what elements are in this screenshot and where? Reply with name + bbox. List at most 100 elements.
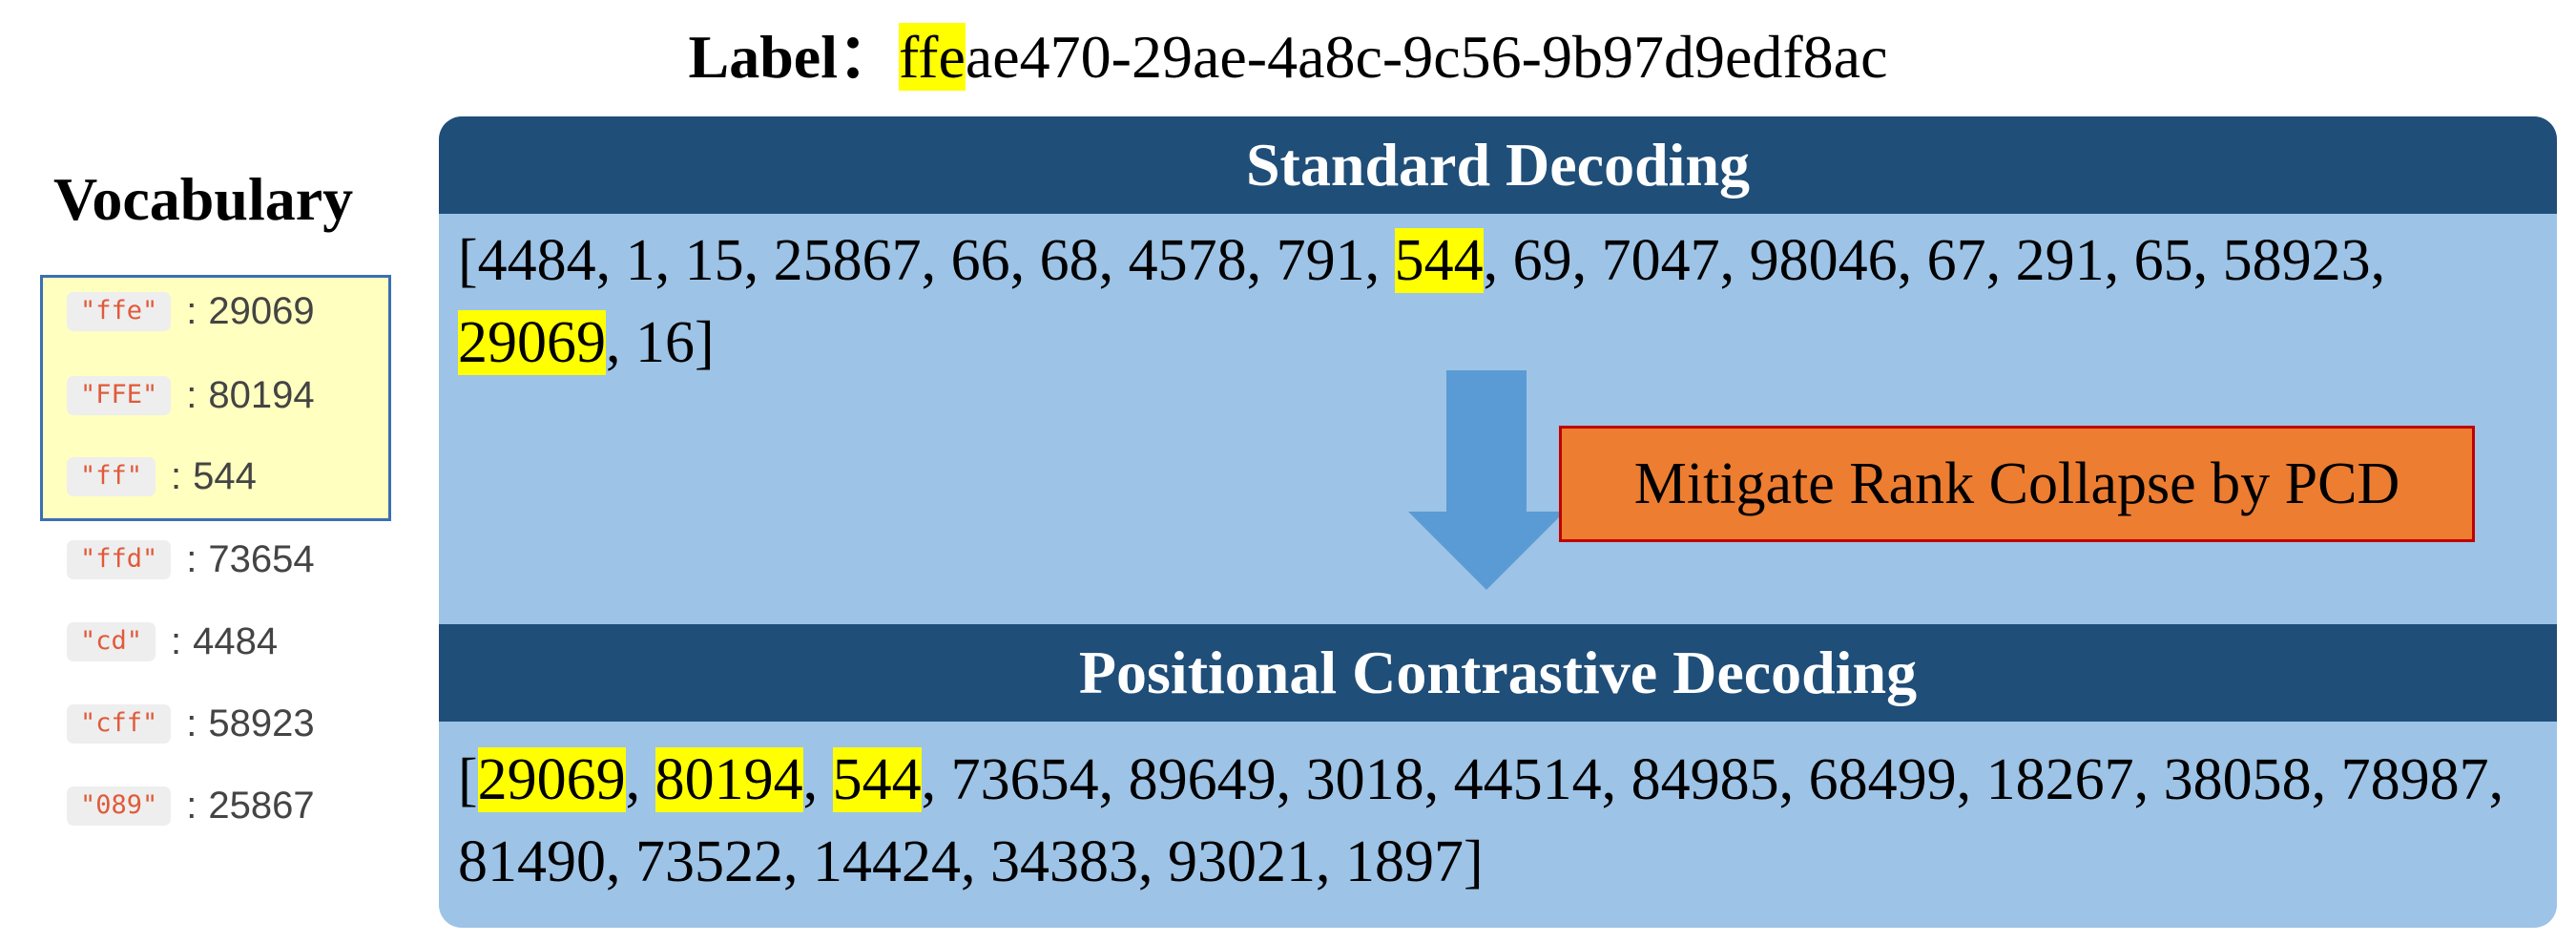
token-punctuation: ] <box>1464 829 1484 894</box>
token: 1 <box>625 228 655 293</box>
token: 69 <box>1512 228 1572 293</box>
token: 66 <box>950 228 1010 293</box>
token-punctuation: , <box>1985 228 2016 293</box>
token-punctuation: , <box>802 747 833 812</box>
token: 68 <box>1039 228 1099 293</box>
token-punctuation: , <box>1009 228 1040 293</box>
vocab-separator: : <box>171 454 182 497</box>
pcd-header: Positional Contrastive Decoding <box>439 624 2557 722</box>
token-punctuation: , <box>1719 228 1750 293</box>
vocab-value: 29069 <box>208 289 315 332</box>
vocab-key: "cff" <box>67 703 172 744</box>
token: 791 <box>1276 228 1365 293</box>
token-punctuation: , <box>1423 747 1454 812</box>
vocab-entry: "ffe":29069 <box>67 287 315 335</box>
vocab-value: 80194 <box>208 373 315 416</box>
token-punctuation: , <box>2133 747 2164 812</box>
token-punctuation: [ <box>458 747 478 812</box>
vocab-key: "ffd" <box>67 539 172 579</box>
highlighted-token: 29069 <box>477 747 626 812</box>
vocab-separator: : <box>186 537 197 580</box>
token-punctuation: , <box>1276 747 1306 812</box>
vocab-value: 58923 <box>208 702 315 744</box>
vocab-entry: "ff":544 <box>67 452 257 500</box>
token-punctuation: , <box>2192 228 2223 293</box>
token-punctuation: , <box>783 829 813 894</box>
token: 44514 <box>1453 747 1602 812</box>
decoding-panel: Standard Decoding [4484, 1, 15, 25867, 6… <box>439 116 2557 928</box>
token: 25867 <box>773 228 922 293</box>
vocab-separator: : <box>186 289 197 332</box>
vocab-separator: : <box>171 619 182 662</box>
token: 67 <box>1926 228 1986 293</box>
token-punctuation: , <box>1138 829 1168 894</box>
token-punctuation: , <box>1897 228 1927 293</box>
standard-token-sequence: [4484, 1, 15, 25867, 66, 68, 4578, 791, … <box>458 220 2538 384</box>
token: 15 <box>684 228 744 293</box>
vocab-key: "ff" <box>67 456 156 496</box>
highlighted-token: 544 <box>1394 228 1484 293</box>
token: 89649 <box>1128 747 1277 812</box>
token-punctuation: , <box>2370 228 2386 293</box>
vocab-separator: : <box>186 373 197 416</box>
token-punctuation: , <box>743 228 774 293</box>
token: 68499 <box>1808 747 1957 812</box>
pcd-token-sequence: [29069, 80194, 544, 73654, 89649, 3018, … <box>458 739 2538 903</box>
vocab-entry: "cff":58923 <box>67 700 315 747</box>
token-punctuation: , <box>625 747 655 812</box>
vocab-entry: "FFE":80194 <box>67 371 315 419</box>
token: 7047 <box>1601 228 1720 293</box>
label-value-rest: ae470-29ae-4a8c-9c56-9b97d9edf8ac <box>965 23 1888 91</box>
highlighted-token: 29069 <box>458 310 606 375</box>
token-punctuation: ] <box>695 310 715 375</box>
token: 93021 <box>1168 829 1316 894</box>
vocab-value: 4484 <box>193 619 279 662</box>
vocab-separator: : <box>186 702 197 744</box>
token-punctuation: [ <box>458 228 478 293</box>
token-punctuation: , <box>1246 228 1277 293</box>
token-punctuation: , <box>1778 747 1809 812</box>
token: 4578 <box>1128 228 1247 293</box>
vocab-value: 25867 <box>208 784 315 827</box>
token-punctuation: , <box>961 829 990 894</box>
highlighted-token: 80194 <box>654 747 803 812</box>
token-punctuation: , <box>1316 829 1345 894</box>
vocab-value: 544 <box>193 454 257 497</box>
token: 58923 <box>2222 228 2371 293</box>
token: 98046 <box>1749 228 1898 293</box>
token-punctuation: , <box>606 829 635 894</box>
highlighted-token: 544 <box>832 747 922 812</box>
token: 78987 <box>2340 747 2489 812</box>
vocab-entry: "ffd":73654 <box>67 535 315 583</box>
token: 14424 <box>813 829 961 894</box>
vocab-key: "089" <box>67 786 172 826</box>
token-punctuation: , <box>1571 228 1602 293</box>
token-punctuation: , <box>1956 747 1986 812</box>
token: 16 <box>635 310 695 375</box>
token-punctuation: , <box>606 310 635 375</box>
token-punctuation: , <box>1601 747 1631 812</box>
label-value-highlight: ffe <box>898 23 966 91</box>
token-punctuation: , <box>921 747 951 812</box>
token: 3018 <box>1305 747 1424 812</box>
token: 84985 <box>1631 747 1779 812</box>
vocab-key: "ffe" <box>67 291 172 331</box>
token-punctuation: , <box>1483 228 1513 293</box>
vocab-entry: "089":25867 <box>67 782 315 829</box>
vocab-entry: "cd":4484 <box>67 618 278 665</box>
vocabulary-title: Vocabulary <box>53 165 354 233</box>
label-line: Label：ffeae470-29ae-4a8c-9c56-9b97d9edf8… <box>0 8 2576 95</box>
token: 291 <box>2015 228 2105 293</box>
vocab-key: "cd" <box>67 621 156 661</box>
token: 18267 <box>1985 747 2134 812</box>
vocab-value: 73654 <box>208 537 315 580</box>
token: 81490 <box>458 829 606 894</box>
vocab-key: "FFE" <box>67 375 172 415</box>
token: 73522 <box>635 829 783 894</box>
token-punctuation: , <box>1098 747 1129 812</box>
token: 65 <box>2133 228 2193 293</box>
token-punctuation: , <box>921 228 951 293</box>
vocab-separator: : <box>186 784 197 827</box>
token-punctuation: , <box>654 228 685 293</box>
token-punctuation: , <box>1098 228 1129 293</box>
